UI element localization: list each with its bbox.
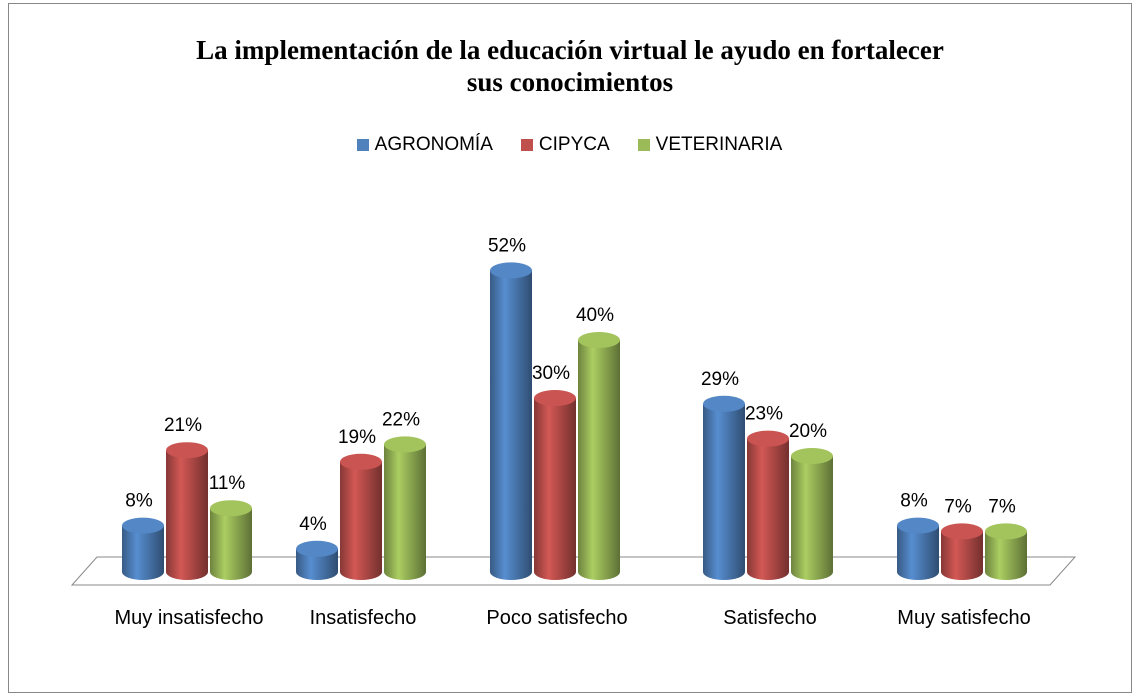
bar-body xyxy=(747,438,789,572)
bar-top xyxy=(941,523,983,540)
data-label: 22% xyxy=(382,409,420,430)
legend-label: VETERINARIA xyxy=(655,134,783,155)
bar-top xyxy=(210,500,252,517)
bar-body xyxy=(791,456,833,572)
bar-body xyxy=(340,461,382,572)
legend-swatch xyxy=(356,139,369,151)
bar-top xyxy=(791,448,833,464)
legend: AGRONOMÍA CIPYCA VETERINARIA xyxy=(0,134,1139,156)
chart-title-box: La implementación de la educación virtua… xyxy=(120,34,1020,98)
x-tick-label: Poco satisfecho xyxy=(486,607,628,629)
legend-swatch xyxy=(637,139,650,151)
bar-top xyxy=(578,332,620,348)
data-label: 8% xyxy=(125,491,153,512)
data-label: 20% xyxy=(789,421,827,442)
x-tick-label: Muy insatisfecho xyxy=(114,607,264,629)
bar-body xyxy=(490,270,532,572)
data-label: 7% xyxy=(944,496,972,517)
bar-top xyxy=(534,390,576,406)
bar xyxy=(122,517,164,580)
bar-top xyxy=(747,430,789,447)
bar xyxy=(534,390,576,580)
bar xyxy=(791,448,833,580)
bar-top xyxy=(122,517,164,534)
bar xyxy=(490,262,532,580)
bar xyxy=(747,430,789,580)
data-label: 21% xyxy=(164,415,202,436)
data-label: 4% xyxy=(299,514,327,535)
data-label: 52% xyxy=(488,235,526,256)
data-label: 7% xyxy=(988,496,1016,517)
data-label: 8% xyxy=(900,491,928,512)
bar xyxy=(941,523,983,580)
legend-item: VETERINARIA xyxy=(637,134,783,156)
bar-top xyxy=(897,517,939,534)
legend-label: CIPYCA xyxy=(538,134,610,155)
bar-body xyxy=(703,403,745,572)
bar xyxy=(985,523,1027,580)
bar xyxy=(578,332,620,580)
bar xyxy=(210,500,252,580)
bar-body xyxy=(210,508,252,572)
data-label: 19% xyxy=(338,427,376,448)
data-label: 23% xyxy=(745,404,783,425)
bar xyxy=(897,517,939,580)
chart-title: La implementación de la educación virtua… xyxy=(196,35,944,97)
bar-top xyxy=(490,262,532,279)
bar xyxy=(340,453,382,580)
x-tick-label: Satisfecho xyxy=(723,607,817,629)
bar xyxy=(166,442,208,580)
data-label: 29% xyxy=(701,369,739,390)
bar-top xyxy=(166,442,208,459)
bar-body xyxy=(166,450,208,572)
x-tick-label: Insatisfecho xyxy=(309,607,417,629)
bar-top xyxy=(384,436,426,453)
bar-top xyxy=(340,453,382,470)
data-label: 30% xyxy=(532,363,570,384)
bar-body xyxy=(578,340,620,572)
legend-item: CIPYCA xyxy=(520,134,610,156)
data-label: 11% xyxy=(209,473,246,494)
bar xyxy=(384,436,426,580)
bar-body xyxy=(384,444,426,572)
legend-item: AGRONOMÍA xyxy=(356,134,493,156)
legend-label: AGRONOMÍA xyxy=(374,134,493,155)
bar xyxy=(703,395,745,580)
bar xyxy=(296,540,338,580)
legend-swatch xyxy=(520,139,533,151)
data-label: 40% xyxy=(576,305,614,326)
bar-top xyxy=(985,523,1027,540)
x-tick-label: Muy satisfecho xyxy=(897,607,1031,629)
bar-top xyxy=(296,540,338,557)
bar-body xyxy=(534,398,576,572)
bar-top xyxy=(703,395,745,412)
